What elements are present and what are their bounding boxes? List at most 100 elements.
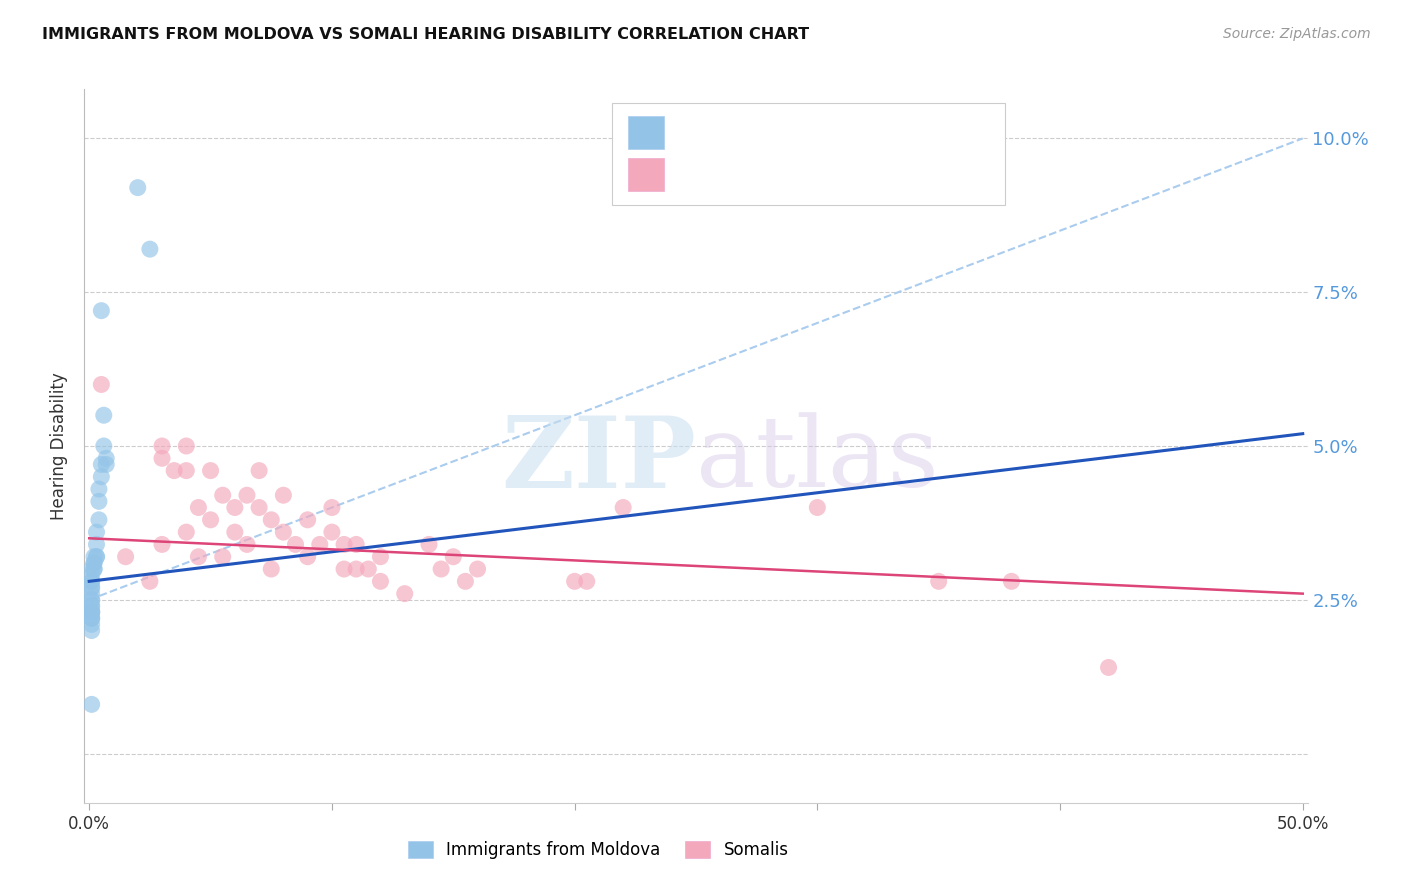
Text: Source: ZipAtlas.com: Source: ZipAtlas.com [1223, 27, 1371, 41]
Point [80, 624, 103, 638]
Point [150, 537, 173, 551]
Point [150, 439, 173, 453]
Point [260, 513, 283, 527]
Text: IMMIGRANTS FROM MOLDOVA VS SOMALI HEARING DISABILITY CORRELATION CHART: IMMIGRANTS FROM MOLDOVA VS SOMALI HEARIN… [42, 27, 810, 42]
Point [467, 562, 489, 576]
Text: atlas: atlas [696, 412, 939, 508]
Point [1000, 574, 1022, 589]
Text: ZIP: ZIP [501, 412, 696, 508]
Point [127, 180, 149, 194]
Point [86, 549, 108, 564]
Point [80, 599, 103, 613]
Point [87, 513, 110, 527]
Point [80, 592, 103, 607]
Point [86, 549, 108, 564]
Point [80, 599, 103, 613]
Point [273, 525, 295, 540]
Point [80, 562, 103, 576]
Point [344, 562, 367, 576]
Point [928, 574, 950, 589]
Point [87, 482, 110, 496]
Legend: Immigrants from Moldova, Somalis: Immigrants from Moldova, Somalis [401, 834, 796, 866]
Point [86, 525, 108, 540]
Point [80, 605, 103, 619]
Point [211, 549, 233, 564]
Point [284, 537, 307, 551]
Point [297, 549, 319, 564]
Point [80, 611, 103, 625]
Point [150, 451, 173, 466]
Point [96, 458, 118, 472]
Point [394, 587, 416, 601]
Point [441, 549, 464, 564]
Point [90, 377, 112, 392]
Point [174, 464, 197, 478]
Point [80, 698, 103, 712]
Point [612, 500, 634, 515]
Point [80, 611, 103, 625]
Point [200, 513, 222, 527]
Point [174, 439, 197, 453]
Point [174, 525, 197, 540]
Point [333, 537, 356, 551]
Point [187, 549, 209, 564]
Point [224, 500, 246, 515]
Point [211, 488, 233, 502]
Point [308, 537, 330, 551]
Point [454, 574, 477, 589]
Point [236, 488, 259, 502]
Point [564, 574, 586, 589]
Point [80, 581, 103, 595]
Point [163, 464, 186, 478]
Point [80, 581, 103, 595]
Point [273, 488, 295, 502]
Point [93, 439, 115, 453]
Point [80, 605, 103, 619]
Point [87, 494, 110, 508]
Point [139, 574, 162, 589]
Point [297, 513, 319, 527]
Point [575, 574, 598, 589]
Point [224, 525, 246, 540]
Point [370, 574, 392, 589]
Point [80, 605, 103, 619]
Point [80, 605, 103, 619]
Point [418, 537, 440, 551]
Point [80, 617, 103, 632]
Point [333, 562, 356, 576]
Point [247, 464, 270, 478]
Point [200, 464, 222, 478]
Point [321, 500, 343, 515]
Point [187, 500, 209, 515]
Point [321, 525, 343, 540]
Point [357, 562, 380, 576]
Point [83, 556, 105, 570]
Point [80, 568, 103, 582]
Y-axis label: Hearing Disability: Hearing Disability [51, 372, 69, 520]
Point [344, 537, 367, 551]
Point [806, 500, 828, 515]
Text: R =  0.185    N = 42: R = 0.185 N = 42 [672, 123, 869, 141]
Point [260, 562, 283, 576]
Point [236, 537, 259, 551]
Point [139, 242, 162, 256]
Point [80, 587, 103, 601]
Point [90, 303, 112, 318]
Point [370, 549, 392, 564]
Point [83, 562, 105, 576]
Point [83, 562, 105, 576]
Point [80, 574, 103, 589]
Point [90, 469, 112, 483]
Point [83, 549, 105, 564]
Point [90, 458, 112, 472]
Point [1097, 660, 1119, 674]
Point [80, 592, 103, 607]
Text: R = -0.132    N = 52: R = -0.132 N = 52 [672, 166, 870, 184]
Point [114, 549, 136, 564]
Point [93, 409, 115, 423]
Point [80, 574, 103, 589]
Point [80, 611, 103, 625]
Point [247, 500, 270, 515]
Point [83, 556, 105, 570]
Point [430, 562, 453, 576]
